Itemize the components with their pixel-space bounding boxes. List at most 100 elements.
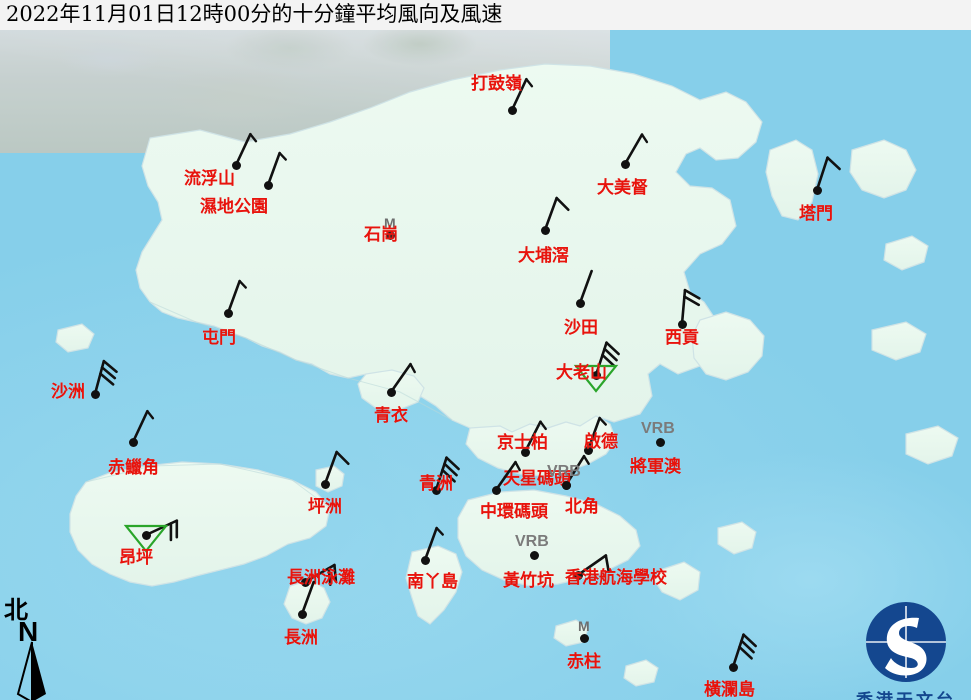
station-dot[interactable] (300, 577, 310, 587)
station-label: 啟德 (584, 432, 618, 452)
station-label: 赤鱲角 (108, 458, 159, 478)
station-label: 濕地公園 (200, 197, 268, 217)
variable-wind-flag: VRB (515, 533, 549, 550)
station-label: 屯門 (202, 328, 236, 348)
wind-barb-icon (815, 156, 841, 192)
station-label: 沙田 (564, 318, 598, 338)
compass-label-en: N (18, 616, 39, 647)
wind-barb-icon (234, 132, 258, 167)
station-label: 昂坪 (119, 548, 153, 568)
station-dot[interactable] (655, 437, 665, 447)
station-dot[interactable] (561, 480, 571, 490)
wind-barb-icon (510, 77, 534, 112)
station-dot[interactable] (297, 609, 307, 619)
wind-barb-icon (434, 456, 460, 492)
station-label: 大老山 (556, 363, 607, 383)
station-label: 流浮山 (184, 169, 235, 189)
station-label: 橫瀾島 (704, 680, 755, 700)
wind-barb-icon (303, 563, 338, 587)
wind-barb-icon (543, 196, 570, 232)
wind-barb-icon (586, 416, 607, 452)
calm-wind-flag: M (578, 618, 590, 634)
variable-wind-flag: VRB (547, 463, 581, 480)
station-dot[interactable] (677, 319, 687, 329)
station-label: 坪洲 (308, 497, 342, 517)
station-label: 西貢 (665, 328, 699, 348)
wind-barb-icon (266, 151, 287, 187)
station-dot[interactable] (491, 485, 501, 495)
station-label: 天星碼頭 (503, 469, 571, 489)
wind-barb-icon (564, 454, 590, 487)
station-dot[interactable] (728, 662, 738, 672)
station-dot[interactable] (620, 159, 630, 169)
wind-barb-icon (494, 460, 521, 492)
station-label: 沙洲 (51, 382, 85, 402)
wind-barb-icon (300, 580, 315, 616)
wind-barb-icon (680, 288, 701, 326)
station-dot[interactable] (520, 447, 530, 457)
wind-barb-icon (731, 633, 757, 669)
station-dot[interactable] (529, 550, 539, 560)
station-dot[interactable] (579, 633, 589, 643)
wind-barb-icon (131, 409, 155, 444)
wind-barb-icon (423, 526, 444, 562)
station-layer[interactable]: 打鼓嶺流浮山濕地公園 M 石崗 大美督大埔滘 塔門屯門沙洲赤鱲角 沙田大老山 西貢青衣坪洲 青… (0, 30, 971, 700)
anemometer-triangle-icon (573, 364, 619, 393)
station-dot[interactable] (320, 479, 330, 489)
station-label: 大美督 (597, 178, 648, 198)
station-label: 長洲泳灘 (287, 568, 355, 588)
station-dot[interactable] (431, 485, 441, 495)
station-dot[interactable] (141, 530, 151, 540)
station-dot[interactable] (385, 230, 395, 240)
station-label: 京士柏 (497, 433, 548, 453)
wind-barb-icon (144, 519, 179, 542)
station-label: 石崗 (364, 225, 398, 245)
station-label: 青洲 (419, 474, 453, 494)
wind-barb-icon (576, 554, 611, 577)
wind-barb-icon (323, 450, 350, 486)
map-canvas[interactable]: 打鼓嶺流浮山濕地公園 M 石崗 大美督大埔滘 塔門屯門沙洲赤鱲角 沙田大老山 西貢青衣坪洲 青… (0, 30, 971, 700)
hko-logo: 香港天文台 HONG KONG OBSERVATORY (841, 602, 971, 700)
station-label: 塔門 (799, 204, 833, 224)
station-label: 赤柱 (567, 652, 601, 672)
station-dot[interactable] (583, 445, 593, 455)
station-dot[interactable] (231, 160, 241, 170)
station-dot[interactable] (386, 387, 396, 397)
station-label: 黃竹坑 (503, 571, 554, 591)
compass-rose: 北 N (2, 590, 72, 700)
anemometer-triangle-icon (123, 524, 169, 553)
wind-barb-icon (594, 341, 620, 377)
station-dot[interactable] (575, 298, 585, 308)
station-dot[interactable] (263, 180, 273, 190)
station-label: 香港航海學校 (565, 568, 667, 588)
wind-barb-icon (226, 279, 247, 315)
variable-wind-flag: VRB (641, 420, 675, 437)
station-dot[interactable] (812, 185, 822, 195)
compass-label-cn: 北 (4, 595, 28, 624)
station-label: 中環碼頭 (480, 502, 548, 522)
station-label: 北角 (565, 497, 599, 517)
station-label: 青衣 (374, 406, 408, 426)
hko-emblem-icon (866, 602, 946, 682)
station-dot[interactable] (573, 570, 583, 580)
station-dot[interactable] (507, 105, 517, 115)
page-title: 2022年11月01日12時00分的十分鐘平均風向及風速 (6, 2, 503, 26)
station-label: 打鼓嶺 (471, 74, 522, 94)
station-dot[interactable] (90, 389, 100, 399)
station-label: 南丫島 (407, 572, 458, 592)
station-dot[interactable] (223, 308, 233, 318)
north-arrow-icon (16, 641, 46, 700)
station-dot[interactable] (420, 555, 430, 565)
station-dot[interactable] (128, 437, 138, 447)
station-dot[interactable] (540, 225, 550, 235)
wind-barb-icon (623, 133, 649, 166)
station-label: 長洲 (284, 628, 318, 648)
station-label: 大埔滘 (518, 246, 569, 266)
station-dot[interactable] (591, 370, 601, 380)
station-label: 將軍澳 (630, 457, 681, 477)
wind-barb-icon (389, 362, 416, 394)
wind-barb-icon (93, 359, 118, 396)
wind-barb-icon (578, 269, 593, 305)
wind-barb-icon (523, 420, 547, 454)
